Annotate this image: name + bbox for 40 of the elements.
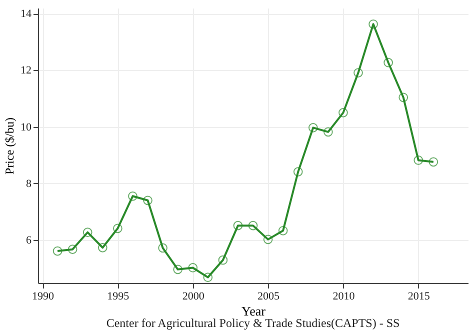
point: [263, 234, 273, 244]
point: [233, 220, 243, 230]
point: [82, 228, 92, 238]
point: [218, 255, 228, 265]
point: [368, 19, 378, 29]
y-tick-label: 12: [20, 64, 32, 77]
point: [278, 226, 288, 236]
point: [52, 246, 62, 256]
point: [128, 191, 138, 201]
point: [323, 127, 333, 137]
y-tick-label: 6: [26, 234, 32, 246]
point: [308, 123, 318, 132]
point: [68, 244, 78, 254]
point: [173, 264, 183, 274]
point: [143, 196, 152, 206]
y-tick-label: 10: [20, 121, 32, 134]
x-tick-label: 2010: [332, 290, 356, 302]
point: [188, 263, 198, 272]
x-tick-label: 2005: [258, 290, 280, 302]
x-tick-label: 1990: [32, 290, 55, 302]
x-tick-label: 1995: [107, 290, 130, 302]
x-tick-label: 2000: [182, 290, 205, 302]
text: Center for Agricultural Policy & Trade Studies(CAPTS) - SS: [106, 316, 400, 330]
x-tick-label: 2015: [408, 290, 430, 302]
point: [414, 156, 424, 165]
point: [384, 58, 393, 68]
point: [293, 167, 303, 176]
point: [248, 220, 258, 230]
point: [428, 157, 438, 167]
point: [158, 243, 168, 253]
point: [98, 242, 108, 252]
y-tick-label: 8: [26, 178, 32, 190]
x-axis-title: Year: [242, 304, 266, 318]
point: [113, 224, 122, 234]
point: [354, 68, 363, 78]
point: [398, 92, 408, 102]
y-axis-title: Price ($/bu): [2, 118, 16, 174]
point: [203, 272, 213, 282]
y-tick-label: 14: [20, 8, 32, 20]
point: [338, 108, 348, 118]
